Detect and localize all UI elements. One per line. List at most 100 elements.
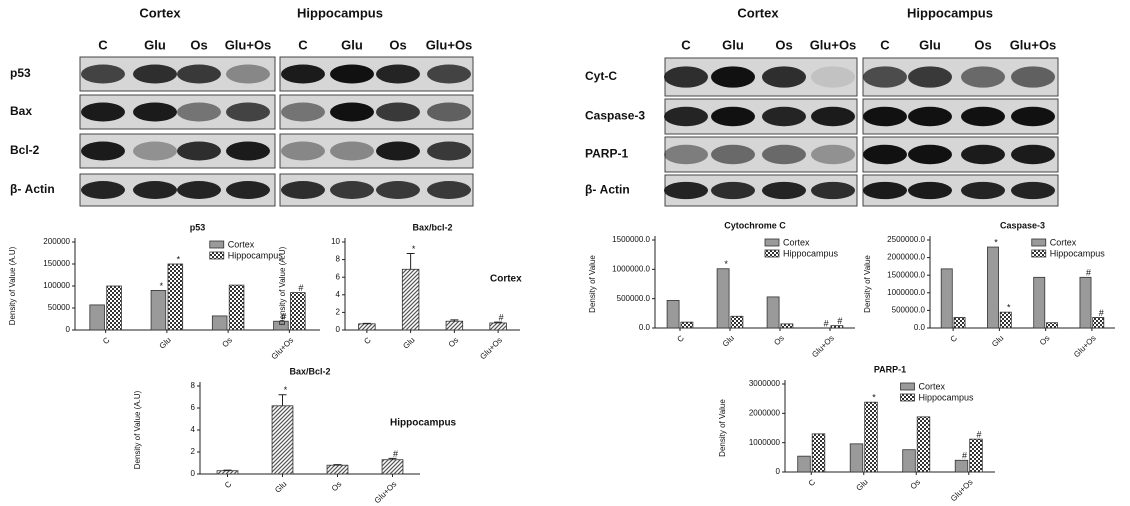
bar: [902, 449, 916, 473]
bar: [1046, 322, 1058, 329]
blot-row-label: Bcl-2: [10, 143, 40, 157]
lane-label: Glu: [144, 37, 166, 52]
bar: [864, 401, 878, 473]
bar: [489, 322, 507, 331]
bar: [106, 285, 122, 331]
significance-mark: *: [177, 254, 181, 264]
significance-mark: #: [1086, 268, 1091, 278]
lane-label: Os: [775, 37, 792, 52]
blot-band: [664, 66, 708, 88]
y-tick-label: 2: [336, 308, 341, 317]
x-tick-label: C: [807, 477, 818, 488]
legend-swatch: [900, 382, 915, 391]
lane-label: Glu: [722, 37, 744, 52]
y-tick-label: 1500000.0: [887, 270, 925, 279]
legend-label: Hippocampus: [919, 392, 975, 402]
x-tick-label: Glu: [158, 336, 173, 351]
blot-band: [762, 144, 806, 165]
significance-mark: *: [724, 259, 728, 269]
x-tick-label: Glu: [854, 478, 869, 493]
x-tick-label: Os: [1038, 334, 1052, 348]
blot-band: [908, 66, 952, 88]
blot-band: [281, 102, 325, 122]
blot-band: [281, 181, 325, 199]
x-tick-label: Os: [909, 478, 923, 492]
chart-title: p53: [190, 222, 206, 232]
lane-label: Glu+Os: [225, 37, 272, 52]
blot-band: [330, 64, 374, 84]
blot-band: [330, 181, 374, 199]
error-bar: [450, 319, 459, 322]
blot-band: [81, 64, 125, 84]
lane-label: Glu+Os: [1010, 37, 1057, 52]
bar: [780, 323, 794, 329]
blot-header: Hippocampus: [297, 5, 383, 20]
bar: [716, 268, 730, 329]
x-tick-label: C: [101, 335, 112, 346]
bar: [666, 300, 680, 329]
lane-label: Os: [389, 37, 406, 52]
y-tick-label: 150000: [43, 259, 70, 268]
y-axis-label: Density of Value: [863, 255, 872, 313]
bar: [987, 246, 999, 329]
blot-band: [133, 181, 177, 199]
legend-swatch: [1031, 249, 1047, 258]
blot-band: [863, 181, 907, 200]
significance-mark: *: [412, 244, 416, 254]
y-tick-label: 2: [191, 447, 196, 456]
x-tick-label: Glu+Os: [949, 478, 975, 504]
bar: [216, 470, 239, 475]
blot-band: [177, 102, 221, 122]
lane-label: C: [880, 37, 890, 52]
blot-header: Cortex: [139, 5, 181, 20]
legend-swatch: [764, 249, 780, 258]
chart-title: Caspase-3: [1000, 220, 1045, 230]
blot-band: [664, 181, 708, 200]
blot-band: [376, 102, 420, 122]
significance-mark: #: [962, 451, 967, 461]
blot-band: [961, 66, 1005, 88]
significance-mark: #: [1099, 308, 1104, 318]
x-tick-label: Os: [330, 480, 344, 494]
y-tick-label: 6: [191, 403, 196, 412]
y-axis-label: Density of Value (A.U): [133, 390, 142, 469]
blot-band: [762, 106, 806, 127]
bar: [445, 320, 464, 331]
lane-label: Glu: [919, 37, 941, 52]
blot-band: [427, 181, 471, 199]
y-tick-label: 0.0: [914, 323, 926, 332]
x-tick-label: Glu: [273, 480, 288, 495]
y-tick-label: 10: [331, 237, 340, 246]
blot-band: [81, 181, 125, 199]
y-tick-label: 1500000.0: [612, 235, 650, 244]
bar: [326, 464, 349, 475]
lane-label: C: [98, 37, 108, 52]
bar: [797, 455, 811, 473]
chart-title: Cytochrome C: [724, 220, 786, 230]
bar: [290, 292, 306, 331]
blot-band: [330, 102, 374, 122]
blot-band: [427, 64, 471, 84]
significance-mark: *: [1007, 303, 1011, 313]
blot-band: [664, 106, 708, 127]
blot-band: [376, 64, 420, 84]
blot-band: [863, 144, 907, 165]
error-bar: [333, 464, 342, 466]
blot-band: [427, 102, 471, 122]
blot-band: [281, 141, 325, 161]
bar: [940, 268, 953, 329]
blot-band: [133, 102, 177, 122]
bar: [167, 263, 184, 331]
bar: [271, 405, 294, 475]
y-axis-label: Density of Value (A.U): [278, 246, 287, 325]
blot-band: [908, 181, 952, 200]
y-tick-label: 500000.0: [617, 294, 651, 303]
y-tick-label: 2500000.0: [887, 235, 925, 244]
legend-swatch: [764, 238, 780, 247]
bar: [228, 284, 245, 331]
x-tick-label: Glu: [401, 336, 416, 351]
blot-band: [961, 106, 1005, 127]
significance-mark: *: [872, 393, 876, 403]
y-axis-label: Density of Value: [588, 255, 597, 313]
bar: [150, 289, 167, 331]
